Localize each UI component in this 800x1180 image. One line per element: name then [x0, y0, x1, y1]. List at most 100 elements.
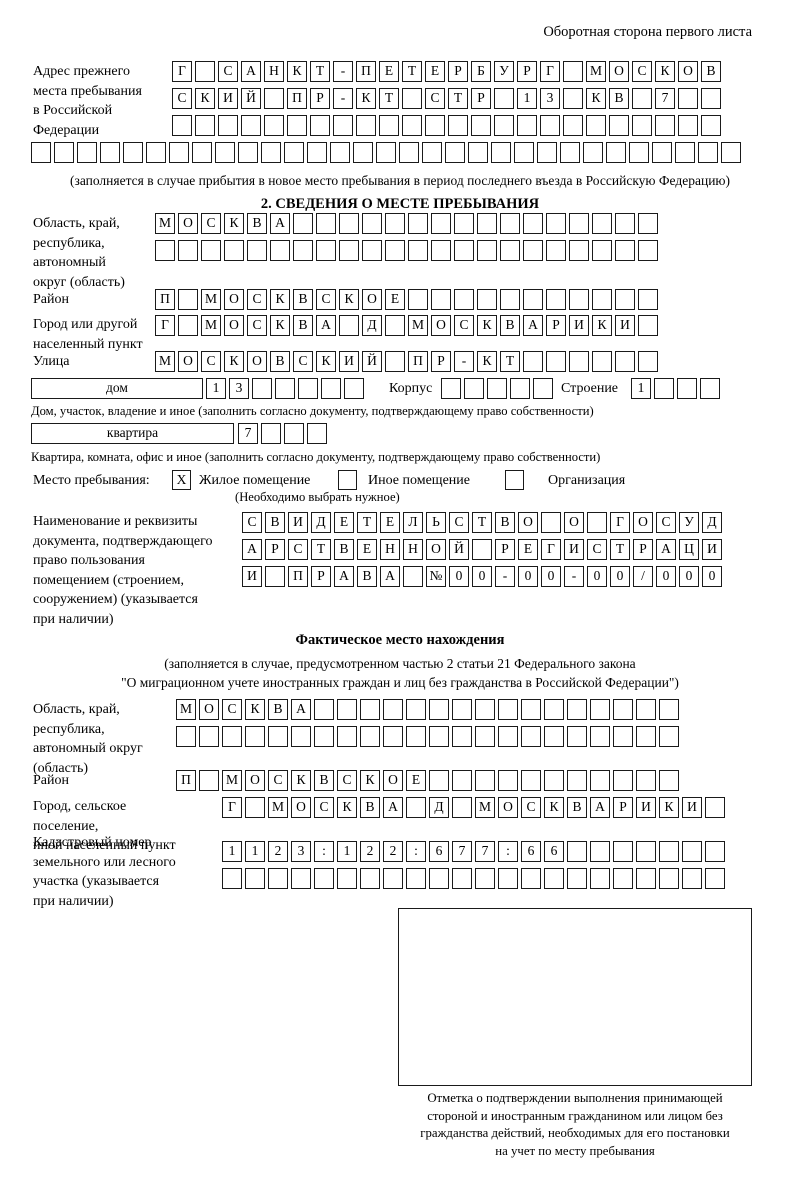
char-cell[interactable] — [425, 115, 445, 136]
char-cell[interactable]: Й — [241, 88, 261, 109]
char-cell[interactable]: И — [636, 797, 656, 818]
char-cell[interactable]: М — [222, 770, 242, 791]
char-cell[interactable]: Н — [403, 539, 423, 560]
char-cell[interactable] — [477, 213, 497, 234]
char-cell[interactable]: К — [592, 315, 612, 336]
char-cell[interactable] — [360, 726, 380, 747]
char-cell[interactable] — [252, 378, 272, 399]
stroenie-cells[interactable]: 1 — [631, 378, 720, 399]
char-cell[interactable] — [448, 115, 468, 136]
char-cell[interactable] — [587, 512, 607, 533]
char-cell[interactable] — [682, 868, 702, 889]
char-cell[interactable] — [385, 240, 405, 261]
char-cell[interactable] — [678, 115, 698, 136]
char-cell[interactable]: Р — [448, 61, 468, 82]
char-cell[interactable]: 0 — [702, 566, 722, 587]
char-cell[interactable]: Р — [495, 539, 515, 560]
char-cell[interactable]: Е — [334, 512, 354, 533]
char-cell[interactable] — [615, 240, 635, 261]
char-cell[interactable]: - — [333, 61, 353, 82]
char-cell[interactable] — [265, 566, 285, 587]
char-cell[interactable]: Й — [362, 351, 382, 372]
char-cell[interactable]: 2 — [383, 841, 403, 862]
char-cell[interactable]: Л — [403, 512, 423, 533]
section2-region-row-2[interactable] — [155, 240, 658, 261]
char-cell[interactable]: О — [224, 315, 244, 336]
char-cell[interactable] — [590, 726, 610, 747]
char-cell[interactable] — [636, 770, 656, 791]
char-cell[interactable] — [592, 213, 612, 234]
char-cell[interactable]: : — [406, 841, 426, 862]
char-cell[interactable] — [546, 240, 566, 261]
char-cell[interactable]: С — [337, 770, 357, 791]
char-cell[interactable]: Г — [540, 61, 560, 82]
korpus-cells[interactable] — [441, 378, 553, 399]
char-cell[interactable]: О — [383, 770, 403, 791]
char-cell[interactable] — [615, 289, 635, 310]
char-cell[interactable] — [615, 351, 635, 372]
char-cell[interactable]: Д — [702, 512, 722, 533]
char-cell[interactable] — [284, 142, 304, 163]
char-cell[interactable] — [659, 868, 679, 889]
char-cell[interactable] — [537, 142, 557, 163]
char-cell[interactable] — [385, 315, 405, 336]
char-cell[interactable] — [199, 770, 219, 791]
char-cell[interactable]: П — [176, 770, 196, 791]
char-cell[interactable]: К — [195, 88, 215, 109]
char-cell[interactable] — [100, 142, 120, 163]
char-cell[interactable] — [360, 699, 380, 720]
char-cell[interactable]: 1 — [222, 841, 242, 862]
char-cell[interactable] — [705, 797, 725, 818]
cadastral-row-2[interactable] — [222, 868, 725, 889]
char-cell[interactable] — [523, 213, 543, 234]
char-cell[interactable] — [569, 213, 589, 234]
char-cell[interactable] — [675, 142, 695, 163]
char-cell[interactable]: И — [564, 539, 584, 560]
char-cell[interactable] — [521, 699, 541, 720]
char-cell[interactable] — [169, 142, 189, 163]
char-cell[interactable] — [54, 142, 74, 163]
char-cell[interactable] — [264, 115, 284, 136]
char-cell[interactable] — [245, 868, 265, 889]
char-cell[interactable]: С — [521, 797, 541, 818]
char-cell[interactable]: : — [498, 841, 518, 862]
char-cell[interactable]: Н — [380, 539, 400, 560]
char-cell[interactable]: И — [615, 315, 635, 336]
char-cell[interactable]: Е — [385, 289, 405, 310]
char-cell[interactable]: И — [339, 351, 359, 372]
char-cell[interactable] — [333, 115, 353, 136]
checkbox-organization[interactable] — [505, 470, 524, 490]
char-cell[interactable]: 7 — [475, 841, 495, 862]
char-cell[interactable] — [385, 213, 405, 234]
char-cell[interactable] — [454, 240, 474, 261]
char-cell[interactable] — [178, 240, 198, 261]
char-cell[interactable]: О — [426, 539, 446, 560]
char-cell[interactable] — [638, 351, 658, 372]
char-cell[interactable] — [636, 699, 656, 720]
char-cell[interactable] — [615, 213, 635, 234]
char-cell[interactable] — [546, 289, 566, 310]
checkbox-other-premises[interactable] — [338, 470, 357, 490]
char-cell[interactable]: / — [633, 566, 653, 587]
char-cell[interactable] — [500, 213, 520, 234]
char-cell[interactable]: О — [498, 797, 518, 818]
char-cell[interactable] — [402, 88, 422, 109]
char-cell[interactable] — [569, 351, 589, 372]
char-cell[interactable]: К — [659, 797, 679, 818]
char-cell[interactable] — [238, 142, 258, 163]
char-cell[interactable] — [310, 115, 330, 136]
char-cell[interactable] — [592, 240, 612, 261]
char-cell[interactable]: В — [268, 699, 288, 720]
char-cell[interactable] — [452, 868, 472, 889]
char-cell[interactable] — [613, 770, 633, 791]
char-cell[interactable] — [521, 868, 541, 889]
char-cell[interactable]: С — [201, 213, 221, 234]
char-cell[interactable]: 0 — [656, 566, 676, 587]
char-cell[interactable]: Д — [429, 797, 449, 818]
char-cell[interactable]: Ц — [679, 539, 699, 560]
char-cell[interactable] — [314, 699, 334, 720]
